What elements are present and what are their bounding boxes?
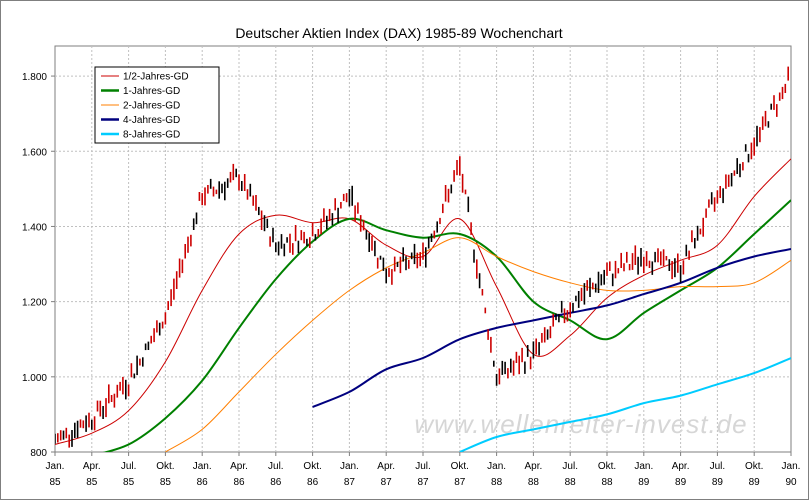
x-tick-year: 89 bbox=[675, 477, 687, 488]
x-tick-month: Okt. bbox=[745, 461, 763, 472]
legend: 1/2-Jahres-GD 1-Jahres-GD 2-Jahres-GD 4-Jah… bbox=[94, 66, 220, 144]
x-tick-year: 85 bbox=[86, 477, 98, 488]
x-tick-month: Jan. bbox=[782, 461, 801, 472]
x-tick-year: 88 bbox=[565, 477, 577, 488]
x-tick-year: 86 bbox=[233, 477, 245, 488]
x-tick-year: 87 bbox=[344, 477, 356, 488]
y-tick-label: 800 bbox=[30, 448, 47, 459]
chart-title: Deutscher Aktien Index (DAX) 1985-89 Woc… bbox=[235, 25, 562, 41]
legend-label-4: 4-Jahres-GD bbox=[123, 115, 180, 126]
x-tick-year: 90 bbox=[785, 477, 797, 488]
x-tick-month: Okt. bbox=[598, 461, 616, 472]
legend-label-5: 8-Jahres-GD bbox=[123, 130, 180, 141]
x-tick-year: 89 bbox=[712, 477, 724, 488]
axis-labels: Jan. 85 Apr. 85 Jul. 85 Okt. 85 Jan. 86 Apr. 86 Jul.… bbox=[22, 72, 800, 488]
legend-label-2: 1-Jahres-GD bbox=[123, 86, 180, 97]
series-line-2 bbox=[102, 199, 791, 452]
series-line-4 bbox=[312, 248, 791, 408]
x-tick-year: 87 bbox=[454, 477, 466, 488]
x-tick-month: Apr. bbox=[230, 461, 248, 472]
x-tick-month: Jul. bbox=[415, 461, 431, 472]
x-tick-month: Apr. bbox=[525, 461, 543, 472]
y-tick-label: 1.600 bbox=[22, 147, 47, 158]
x-tick-month: Jul. bbox=[268, 461, 284, 472]
x-tick-month: Apr. bbox=[377, 461, 395, 472]
x-tick-month: Okt. bbox=[303, 461, 321, 472]
x-tick-month: Jan. bbox=[487, 461, 506, 472]
x-tick-month: Jan. bbox=[634, 461, 653, 472]
x-tick-year: 86 bbox=[307, 477, 319, 488]
moving-average-series bbox=[55, 158, 791, 452]
series-line-3 bbox=[165, 237, 791, 452]
x-tick-year: 86 bbox=[270, 477, 282, 488]
grid-lines bbox=[55, 46, 791, 452]
x-tick-year: 89 bbox=[638, 477, 650, 488]
x-tick-month: Jul. bbox=[121, 461, 137, 472]
x-tick-year: 87 bbox=[381, 477, 393, 488]
watermark: www.wellenreiter-invest.de bbox=[414, 409, 747, 439]
legend-label-1: 1/2-Jahres-GD bbox=[123, 72, 189, 83]
y-tick-label: 1.200 bbox=[22, 298, 47, 309]
x-tick-year: 88 bbox=[601, 477, 613, 488]
series-line-5 bbox=[459, 357, 791, 452]
x-tick-month: Jan. bbox=[46, 461, 65, 472]
y-tick-label: 1.400 bbox=[22, 222, 47, 233]
x-tick-year: 85 bbox=[49, 477, 61, 488]
x-tick-year: 88 bbox=[491, 477, 503, 488]
x-tick-year: 88 bbox=[528, 477, 540, 488]
x-tick-year: 86 bbox=[197, 477, 209, 488]
x-tick-month: Jul. bbox=[562, 461, 578, 472]
legend-label-3: 2-Jahres-GD bbox=[123, 101, 180, 112]
y-tick-label: 1.000 bbox=[22, 373, 47, 384]
x-tick-year: 87 bbox=[417, 477, 429, 488]
x-tick-year: 89 bbox=[749, 477, 761, 488]
x-tick-year: 85 bbox=[160, 477, 172, 488]
x-tick-month: Jan. bbox=[340, 461, 359, 472]
x-tick-month: Okt. bbox=[451, 461, 469, 472]
x-tick-month: Jan. bbox=[193, 461, 212, 472]
x-tick-month: Okt. bbox=[156, 461, 174, 472]
x-tick-month: Apr. bbox=[83, 461, 101, 472]
x-tick-month: Apr. bbox=[672, 461, 690, 472]
x-tick-year: 85 bbox=[123, 477, 135, 488]
price-bars bbox=[55, 66, 790, 448]
y-tick-label: 1.800 bbox=[22, 72, 47, 83]
x-tick-month: Jul. bbox=[710, 461, 726, 472]
